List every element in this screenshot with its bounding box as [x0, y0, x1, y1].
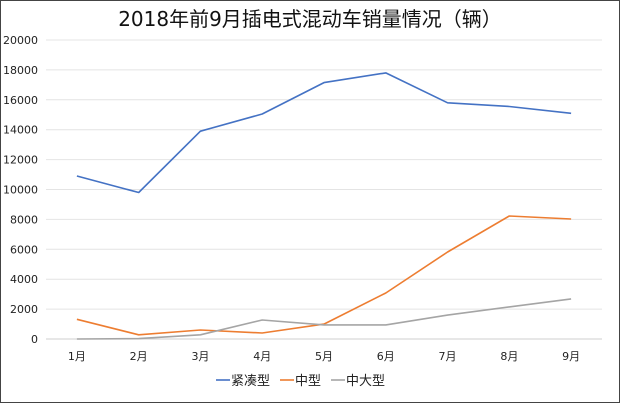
y-tick-label: 18000 [3, 64, 38, 77]
x-tick-label: 6月 [377, 350, 395, 363]
gridlines [46, 39, 602, 340]
x-tick-label: 2月 [130, 350, 148, 363]
chart-title: 2018年前9月插电式混动车销量情况（辆） [118, 7, 502, 31]
legend-label: 中型 [295, 374, 321, 389]
y-axis-ticks: 0 2000 4000 6000 8000 10000 12000 14000 16000 180… [3, 34, 38, 346]
x-tick-label: 9月 [562, 350, 580, 363]
y-tick-label: 20000 [3, 34, 38, 47]
series-line-中大型 [76, 298, 572, 340]
x-tick-label: 1月 [68, 350, 86, 363]
y-tick-label: 8000 [10, 213, 38, 226]
legend-label: 紧凑型 [231, 374, 270, 389]
y-tick-label: 14000 [3, 124, 38, 137]
y-tick-label: 12000 [3, 154, 38, 167]
x-tick-label: 8月 [500, 350, 518, 363]
x-tick-label: 7月 [439, 350, 457, 363]
series-lines [76, 72, 572, 340]
y-tick-label: 6000 [10, 243, 38, 256]
x-tick-label: 4月 [253, 350, 271, 363]
y-tick-label: 16000 [3, 94, 38, 107]
series-line-中型 [76, 215, 572, 336]
y-tick-label: 4000 [10, 273, 38, 286]
legend: 紧凑型 中型 中大型 [216, 374, 385, 389]
y-tick-label: 2000 [10, 303, 38, 316]
legend-label: 中大型 [346, 374, 385, 389]
series-line-紧凑型 [76, 72, 572, 194]
x-tick-label: 3月 [191, 350, 209, 363]
y-tick-label: 0 [31, 333, 38, 346]
y-tick-label: 10000 [3, 184, 38, 197]
x-axis-ticks: 1月 2月 3月 4月 5月 6月 7月 8月 9月 [68, 350, 580, 363]
x-tick-label: 5月 [315, 350, 333, 363]
